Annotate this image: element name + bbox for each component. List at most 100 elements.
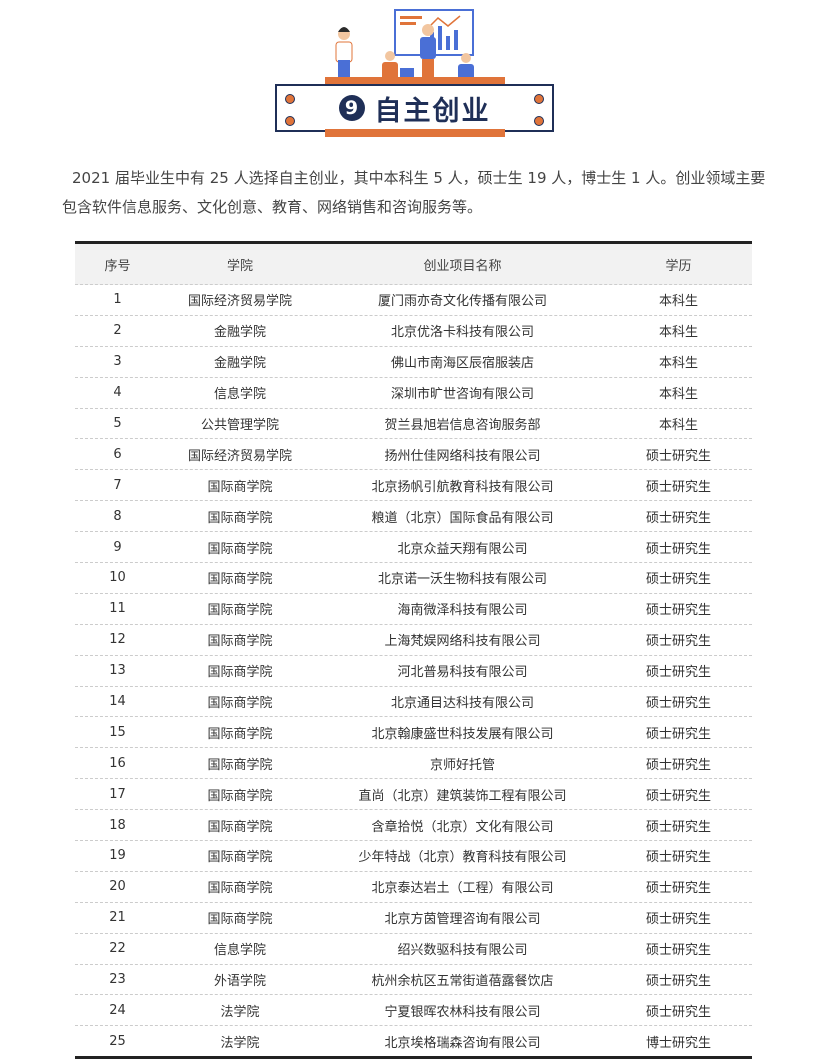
cell-index: 16 — [109, 755, 126, 771]
table-row: 14 国际商学院 北京通目达科技有限公司 硕士研究生 — [75, 687, 752, 718]
cell-college: 外语学院 — [213, 974, 266, 990]
cell-college: 国际商学院 — [207, 696, 273, 712]
cell-college: 国际经济贸易学院 — [187, 294, 292, 310]
cell-index: 21 — [109, 910, 126, 926]
cell-index: 7 — [113, 477, 122, 493]
cell-project-name: 上海梵娱网络科技有限公司 — [384, 634, 541, 650]
table-row: 9 国际商学院 北京众益天翔有限公司 硕士研究生 — [75, 532, 752, 564]
cell-degree: 博士研究生 — [645, 1035, 711, 1051]
table-row: 24 法学院 宁夏银晖农林科技有限公司 硕士研究生 — [75, 995, 752, 1027]
cell-index: 11 — [109, 601, 126, 617]
cell-project-name: 北京优洛卡科技有限公司 — [390, 325, 534, 341]
cell-project-name: 粮道（北京）国际食品有限公司 — [371, 510, 554, 526]
cell-project-name: 京师好托管 — [429, 757, 495, 773]
table-row: 1 国际经济贸易学院 厦门雨亦奇文化传播有限公司 本科生 — [75, 285, 752, 316]
cell-index: 6 — [113, 446, 122, 462]
cell-degree: 本科生 — [658, 418, 698, 433]
cell-college: 国际商学院 — [207, 912, 273, 928]
banner-accent-bar-bottom — [325, 129, 505, 137]
cell-degree: 硕士研究生 — [645, 572, 711, 588]
table-row: 17 国际商学院 直尚（北京）建筑装饰工程有限公司 硕士研究生 — [75, 779, 752, 811]
cell-degree: 硕士研究生 — [645, 788, 711, 804]
table-row: 11 国际商学院 海南微泽科技有限公司 硕士研究生 — [75, 594, 752, 625]
table-row: 8 国际商学院 粮道（北京）国际食品有限公司 硕士研究生 — [75, 501, 752, 533]
table-row: 2 金融学院 北京优洛卡科技有限公司 本科生 — [75, 316, 752, 347]
table-row: 25 法学院 北京埃格瑞森咨询有限公司 博士研究生 — [75, 1026, 752, 1056]
cell-degree: 硕士研究生 — [645, 665, 711, 681]
cell-project-name: 北京埃格瑞森咨询有限公司 — [384, 1035, 541, 1051]
intro-paragraph: 2021 届毕业生中有 25 人选择自主创业，其中本科生 5 人，硕士生 19 … — [62, 169, 766, 216]
cell-project-name: 宁夏银晖农林科技有限公司 — [384, 1004, 541, 1020]
banner-accent-bar — [325, 77, 505, 85]
cell-college: 国际商学院 — [207, 510, 273, 526]
cell-project-name: 北京诺一沃生物科技有限公司 — [377, 572, 547, 588]
cell-project-name: 直尚（北京）建筑装饰工程有限公司 — [358, 788, 567, 804]
table-row: 23 外语学院 杭州余杭区五常街道蓓露餐饮店 硕士研究生 — [75, 965, 752, 996]
cell-college: 国际商学院 — [207, 572, 273, 588]
table-row: 18 国际商学院 含章拾悦（北京）文化有限公司 硕士研究生 — [75, 810, 752, 842]
section-title: 自主创业 — [374, 95, 491, 127]
cell-index: 10 — [109, 570, 126, 586]
cell-index: 19 — [109, 848, 126, 864]
cell-degree: 硕士研究生 — [645, 850, 711, 866]
cell-college: 国际商学院 — [207, 726, 273, 742]
cell-college: 公共管理学院 — [200, 418, 279, 433]
cell-degree: 本科生 — [658, 325, 698, 341]
table-row: 5 公共管理学院 贺兰县旭岩信息咨询服务部 本科生 — [75, 409, 752, 440]
header-index: 序号 — [104, 258, 131, 274]
cell-degree: 硕士研究生 — [645, 541, 711, 557]
cell-degree: 硕士研究生 — [645, 974, 711, 990]
cell-degree: 硕士研究生 — [645, 819, 711, 835]
cell-project-name: 少年特战（北京）教育科技有限公司 — [358, 850, 567, 866]
cell-index: 4 — [113, 385, 122, 401]
cell-degree: 硕士研究生 — [645, 1004, 711, 1020]
cell-index: 12 — [109, 632, 126, 648]
table-row: 3 金融学院 佛山市南海区辰宿服装店 本科生 — [75, 347, 752, 378]
cell-index: 22 — [109, 941, 126, 957]
cell-college: 国际经济贸易学院 — [187, 448, 292, 464]
cell-project-name: 北京泰达岩土（工程）有限公司 — [371, 881, 554, 897]
cell-project-name: 北京扬帆引航教育科技有限公司 — [371, 479, 554, 495]
cell-project-name: 北京方茵管理咨询有限公司 — [384, 912, 541, 928]
cell-index: 2 — [113, 323, 122, 339]
section-header: 9 自主创业 — [275, 84, 554, 132]
header-degree: 学历 — [665, 258, 692, 274]
cell-index: 15 — [109, 724, 126, 740]
cell-index: 20 — [109, 879, 126, 895]
entrepreneurship-table: 序号 学院 创业项目名称 学历 1 国际经济贸易学院 厦门雨亦奇文化传播有限公司本科… — [75, 241, 752, 1059]
cell-degree: 硕士研究生 — [645, 696, 711, 712]
cell-project-name: 北京通目达科技有限公司 — [390, 696, 534, 712]
cell-project-name: 绍兴数驱科技有限公司 — [397, 943, 528, 959]
header-college: 学院 — [226, 258, 253, 274]
cell-degree: 硕士研究生 — [645, 634, 711, 650]
cell-index: 9 — [113, 539, 122, 555]
cell-college: 法学院 — [220, 1004, 260, 1020]
cell-college: 国际商学院 — [207, 819, 273, 835]
header-project-name: 创业项目名称 — [423, 258, 502, 274]
cell-college: 国际商学院 — [207, 850, 273, 866]
cell-project-name: 海南微泽科技有限公司 — [397, 603, 528, 619]
cell-index: 24 — [109, 1002, 126, 1018]
cell-project-name: 北京众益天翔有限公司 — [397, 541, 528, 557]
cell-college: 信息学院 — [213, 387, 266, 403]
cell-project-name: 杭州余杭区五常街道蓓露餐饮店 — [371, 974, 554, 990]
cell-index: 5 — [113, 416, 122, 431]
table-row: 10 国际商学院 北京诺一沃生物科技有限公司 硕士研究生 — [75, 563, 752, 594]
cell-index: 13 — [109, 663, 126, 679]
cell-project-name: 厦门雨亦奇文化传播有限公司 — [377, 294, 547, 310]
cell-degree: 硕士研究生 — [645, 510, 711, 526]
cell-college: 国际商学院 — [207, 788, 273, 804]
cell-index: 14 — [109, 694, 126, 710]
cell-college: 国际商学院 — [207, 665, 273, 681]
cell-project-name: 北京翰康盛世科技发展有限公司 — [371, 726, 554, 742]
cell-degree: 硕士研究生 — [645, 726, 711, 742]
cell-college: 信息学院 — [213, 943, 266, 959]
table-row: 15 国际商学院 北京翰康盛世科技发展有限公司 硕士研究生 — [75, 717, 752, 749]
cell-college: 国际商学院 — [207, 479, 273, 495]
cell-index: 8 — [113, 508, 122, 524]
table-row: 4 信息学院 深圳市旷世咨询有限公司 本科生 — [75, 378, 752, 409]
cell-degree: 硕士研究生 — [645, 881, 711, 897]
table-row: 6 国际经济贸易学院 扬州仕佳网络科技有限公司 硕士研究生 — [75, 439, 752, 471]
cell-degree: 硕士研究生 — [645, 603, 711, 619]
cell-index: 1 — [113, 292, 122, 308]
